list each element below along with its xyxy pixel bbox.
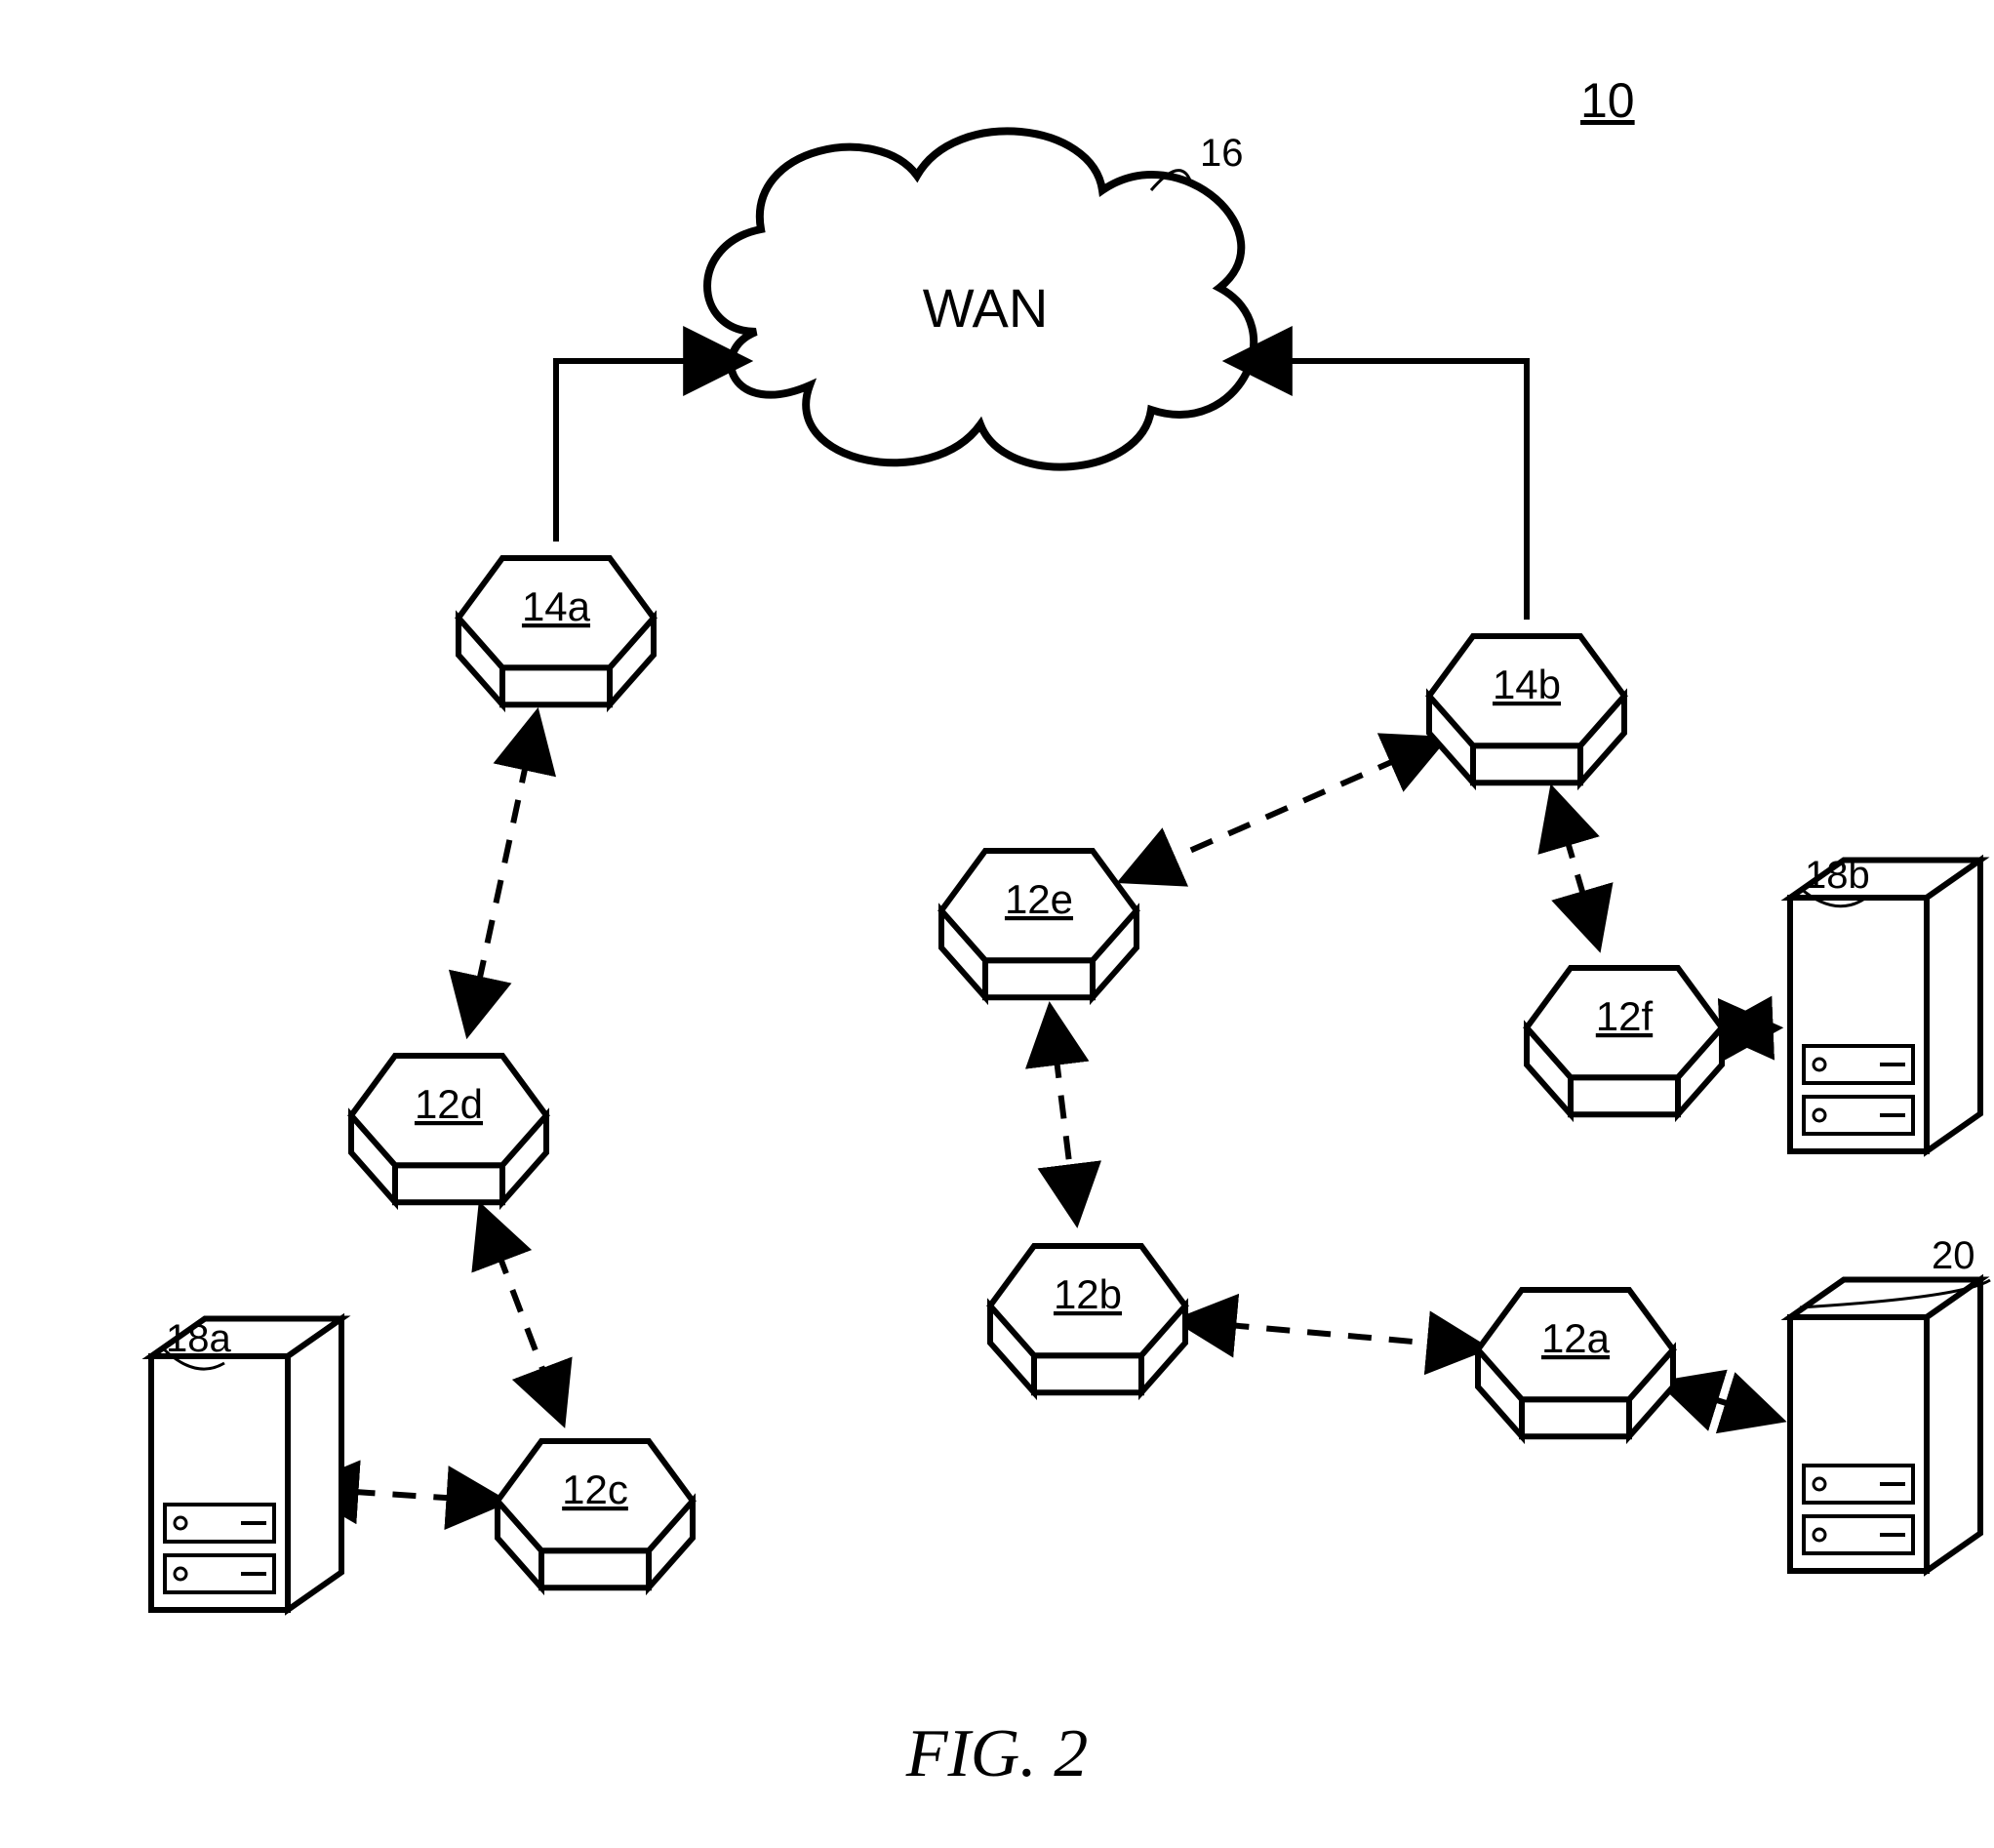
hex-label-12b: 12b <box>1054 1271 1122 1317</box>
link-14b-12e <box>1129 742 1438 877</box>
link-12b-12a <box>1185 1321 1479 1347</box>
figure-id-label: 10 <box>1580 73 1635 128</box>
server-18b: 18b <box>1790 854 1980 1151</box>
cloud-label: WAN <box>923 277 1049 339</box>
server-callout-18b: 18b <box>1805 854 1870 897</box>
hex-node-12a: 12a <box>1478 1290 1673 1436</box>
link-12d-12c <box>484 1213 561 1416</box>
hex-label-12c: 12c <box>562 1466 628 1512</box>
link-14a-12d <box>469 720 536 1026</box>
link-cloud-14a <box>556 361 746 542</box>
hex-label-14a: 14a <box>522 583 591 629</box>
hex-node-12c: 12c <box>498 1441 693 1587</box>
hex-node-12f: 12f <box>1527 968 1722 1114</box>
wan-cloud: WAN 16 <box>707 131 1254 466</box>
hex-label-12e: 12e <box>1005 876 1073 922</box>
hex-label-12d: 12d <box>415 1081 483 1127</box>
link-14b-12f <box>1554 796 1597 941</box>
cloud-callout-label: 16 <box>1200 132 1244 175</box>
hex-label-12f: 12f <box>1596 993 1654 1039</box>
link-12e-12b <box>1051 1014 1075 1216</box>
hex-node-14a: 14a <box>459 558 654 704</box>
server-18a: 18a <box>151 1317 341 1610</box>
hex-node-14b: 14b <box>1429 636 1624 783</box>
hex-label-12a: 12a <box>1541 1315 1611 1361</box>
figure-caption: FIG. 2 <box>905 1716 1089 1791</box>
server-callout-20: 20 <box>1932 1234 1975 1277</box>
hex-label-14b: 14b <box>1493 662 1561 707</box>
server-20: 20 <box>1790 1234 1990 1571</box>
link-cloud-14b <box>1229 361 1527 620</box>
link-12a-server-20 <box>1669 1386 1775 1419</box>
network-diagram: 10 WAN 16 14a 14b 12e 12f 12d 12b 12a 12c 18a 18b… <box>0 0 1994 1848</box>
server-callout-18a: 18a <box>166 1317 231 1360</box>
hex-node-12d: 12d <box>351 1056 546 1202</box>
hex-nodes: 14a 14b 12e 12f 12d 12b 12a 12c <box>351 558 1722 1587</box>
link-12f-server-18b <box>1722 1028 1771 1030</box>
hex-node-12b: 12b <box>990 1246 1185 1392</box>
hex-node-12e: 12e <box>941 851 1137 997</box>
